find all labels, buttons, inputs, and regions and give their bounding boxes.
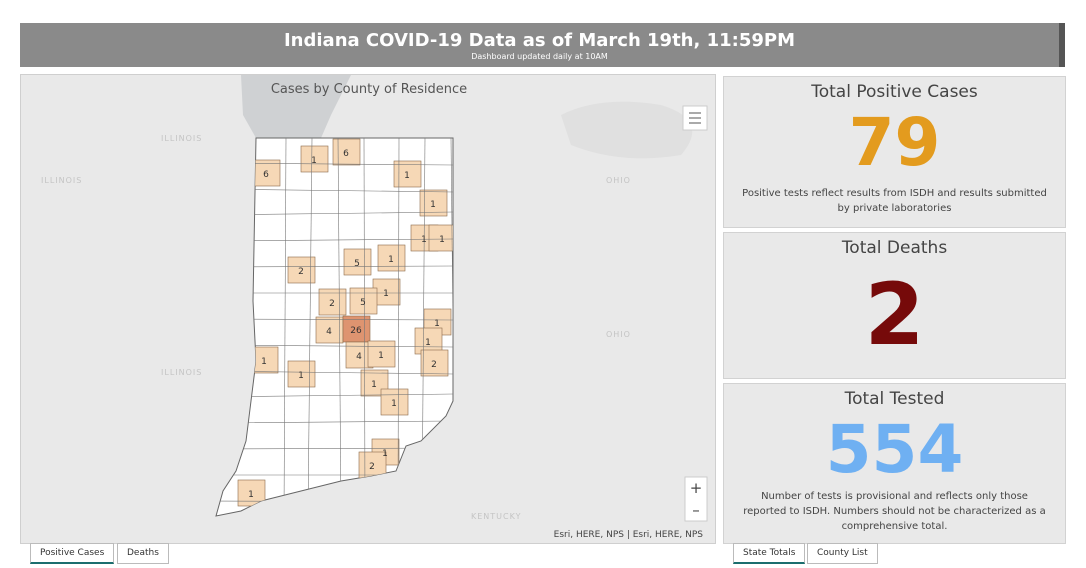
county-label: 5 [360,298,366,308]
tab[interactable]: Deaths [117,543,169,564]
indicator-note: Positive tests reflect results from ISDH… [742,188,1047,214]
basemap-label: ILLINOIS [41,176,82,185]
county-border [283,138,287,516]
indicator: Total Deaths 2 [723,232,1066,379]
county-fill [318,288,347,316]
zoom-out[interactable]: – [692,501,700,519]
county-fill [287,360,316,388]
indicator-value: 554 [825,411,964,488]
header: Indiana COVID-19 Data as of March 19th, … [20,23,1065,67]
county-fill [377,244,406,272]
county-label: 1 [298,371,304,381]
header-title: Indiana COVID-19 Data as of March 19th, … [283,30,795,51]
county-fill [393,160,422,188]
county-label: 4 [356,352,362,362]
county-fill [380,388,409,416]
county-fill [358,451,387,479]
indicator-title: Total Positive Cases [811,82,978,102]
county-fill [367,340,396,368]
indicator-value: 79 [848,104,941,181]
basemap-label: OHIO [606,176,631,185]
indicator-value: 2 [864,265,925,365]
county-fill [315,316,344,344]
county-label: 1 [425,338,431,348]
county-label: 26 [350,326,362,336]
basemap-label: OHIO [606,330,631,339]
zoom-control [684,476,708,522]
county-label: 1 [430,200,436,210]
basemap-label: KENTUCKY [471,512,521,521]
county-fill [414,327,443,355]
map-panel: 6 1 6 1 1 1 1 2 5 1 1 2 5 4 26 1 1 4 1 1 2 1 1 1 1 2 1 Cases by Co… [20,74,716,544]
lake [561,101,693,159]
county-label: 1 [261,357,267,367]
county-label: 1 [434,319,440,329]
county-label: 1 [382,449,388,459]
tab[interactable]: State Totals [733,543,806,564]
legend-button[interactable] [682,105,708,131]
county-label: 1 [371,380,377,390]
basemap-label: ILLINOIS [161,368,202,377]
basemap-label: ILLINOIS [161,134,202,143]
county-border [216,420,453,424]
county-fill [349,287,378,315]
county-label: 5 [354,259,360,269]
county-label: 2 [298,267,304,277]
county-border [450,138,453,516]
county-border [307,138,313,516]
indicator-note: Number of tests is provisional and refle… [743,491,1046,532]
county-fill [420,349,449,377]
county-fill [342,315,371,343]
county-label: 1 [388,255,394,265]
county-label: 6 [263,170,269,180]
county-fill [343,248,372,276]
county-border [397,138,400,516]
county-label: 1 [378,351,384,361]
county-label: 6 [343,149,349,159]
county-border [337,138,342,516]
legend-icon [689,112,701,124]
lake [241,75,351,138]
zoom-in[interactable]: + [690,479,703,497]
county-fill [300,145,329,173]
tab[interactable]: County List [807,543,878,564]
tab[interactable]: Positive Cases [30,543,115,564]
county-label: 1 [311,156,317,166]
county-fill [332,138,361,166]
county-border [363,138,366,516]
map-title: Cases by County of Residence [271,82,467,97]
indicator: Total Positive Cases 79 Positive tests r… [723,76,1066,228]
indicator-title: Total Deaths [841,238,948,258]
indicator: Total Tested 554 Number of tests is prov… [723,383,1066,544]
county-label: 1 [383,289,389,299]
county-label: 1 [421,235,427,245]
county-label: 1 [248,490,254,500]
county-label: 2 [329,299,335,309]
county-fill [252,159,281,187]
county-label: 2 [369,462,375,472]
county-label: 1 [404,171,410,181]
county-label: 4 [326,327,332,337]
header-subtitle: Dashboard updated daily at 10AM [471,52,608,61]
county-label: 1 [391,399,397,409]
county-label: 1 [439,235,445,245]
attribution: Esri, HERE, NPS | Esri, HERE, NPS [554,530,704,540]
county-label: 2 [431,360,437,370]
indicator-title: Total Tested [844,389,945,409]
county-fill [428,224,453,252]
